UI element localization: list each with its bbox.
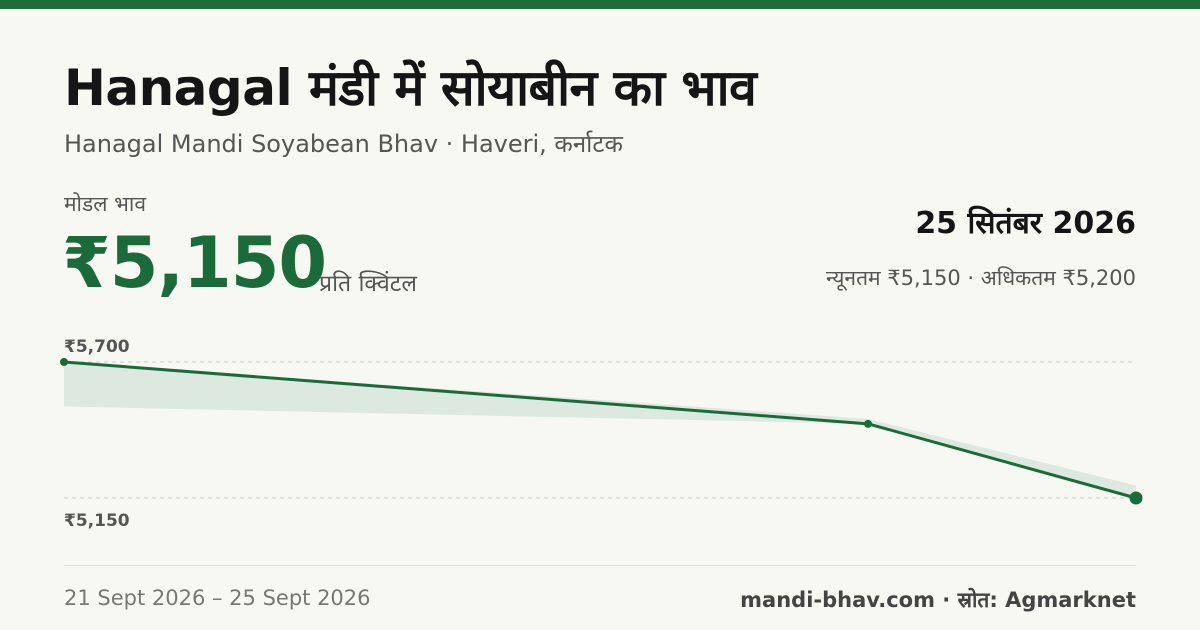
chart-gridlines [64,361,1136,499]
page-title: Hanagal मंडी में सोयाबीन का भाव [64,59,757,117]
modal-price-label: मोडल भाव [64,192,147,216]
y-tick-label-1: ₹5,150 [64,511,130,531]
source-credit: mandi-bhav.com · स्रोत: Agmarknet [740,588,1136,612]
min-max-range: न्यूनतम ₹5,150 · अधिकतम ₹5,200 [826,266,1136,290]
data-point-2 [1129,491,1143,505]
data-point-1 [864,419,872,428]
footer-divider [64,565,1136,566]
y-tick-label-0: ₹5,700 [64,337,130,357]
chart-y-labels: ₹5,700 ₹5,150 [64,337,130,531]
page-subtitle: Hanagal Mandi Soyabean Bhav · Haveri, कर… [64,130,623,158]
price-range-band [64,362,1136,498]
top-accent-bar [0,0,1200,9]
date-range-footer: 21 Sept 2026 – 25 Sept 2026 [64,586,371,610]
price-unit: प्रति क्विंटल [319,271,417,297]
price-date: 25 सितंबर 2026 [915,206,1136,241]
modal-price-value: ₹5,150 [62,222,327,304]
data-point-0 [60,358,68,366]
chart-points [60,358,1143,505]
chart-range-band [64,362,1136,498]
